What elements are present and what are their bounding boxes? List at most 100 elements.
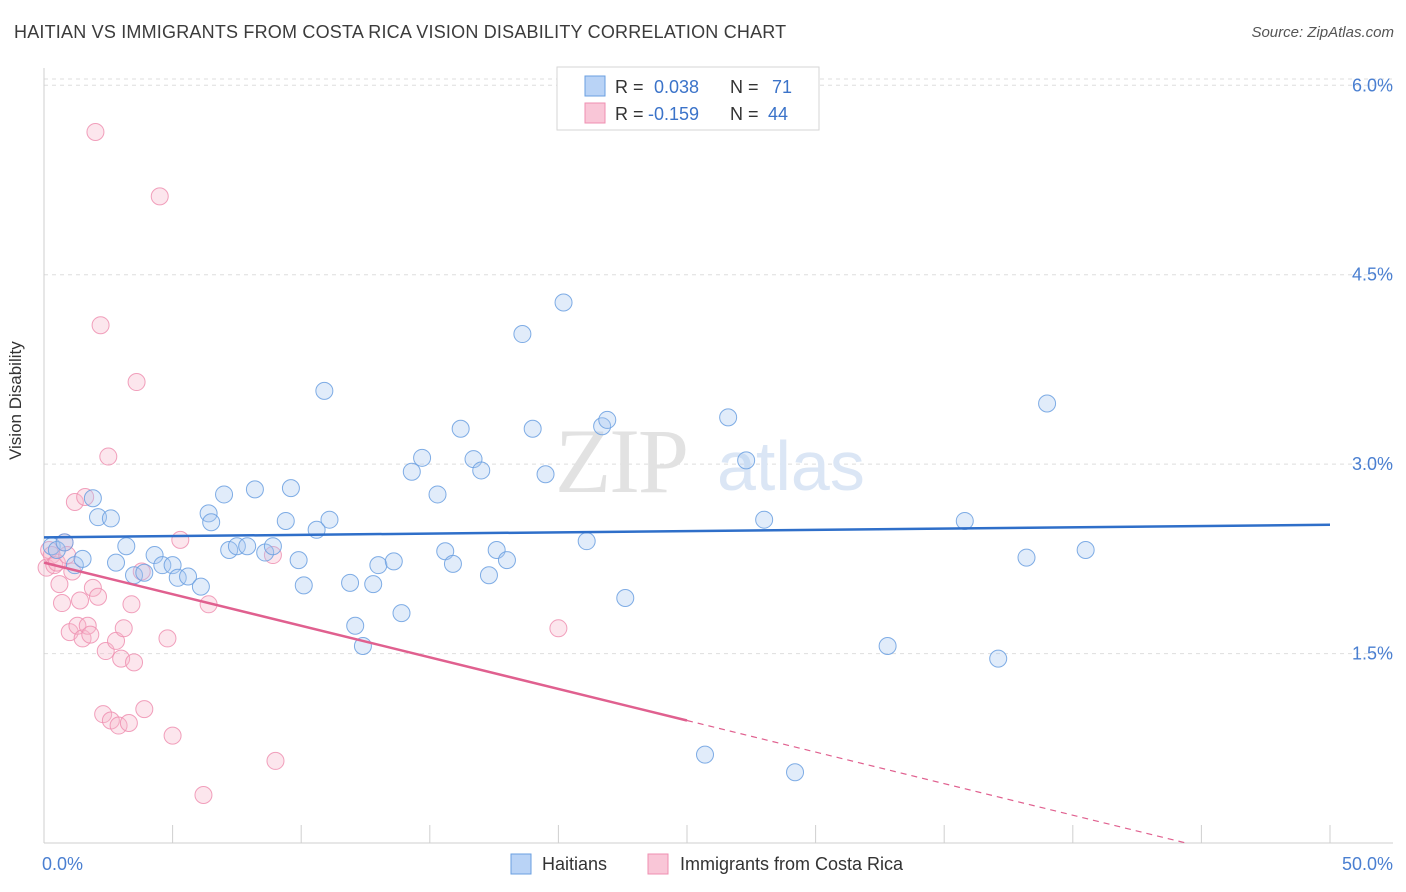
data-point [1076, 541, 1095, 560]
data-point [413, 448, 432, 467]
data-point [117, 537, 136, 556]
y-tick-label: 3.0% [1352, 454, 1393, 474]
data-point [245, 480, 264, 499]
data-point [616, 588, 635, 607]
watermark-atlas: atlas [717, 427, 865, 505]
data-point [194, 786, 213, 805]
legend-n-value-2: 44 [768, 104, 788, 124]
data-point [289, 551, 308, 570]
data-point [89, 587, 108, 606]
data-point [145, 546, 164, 565]
data-point [50, 575, 69, 594]
data-point [135, 700, 154, 719]
data-point [737, 451, 756, 470]
data-point [479, 566, 498, 585]
data-point [1017, 548, 1036, 567]
data-point [150, 187, 169, 206]
data-point [83, 489, 102, 508]
data-point [125, 653, 144, 672]
data-point [191, 577, 210, 596]
trend-lines [43, 523, 1331, 844]
data-point [497, 551, 516, 570]
legend-r-value-1: 0.038 [654, 77, 699, 97]
data-point [127, 373, 146, 392]
data-point [696, 745, 715, 764]
data-point [256, 543, 275, 562]
data-point [99, 447, 118, 466]
y-tick-label: 4.5% [1352, 265, 1393, 285]
data-point [73, 549, 92, 568]
watermark: ZIP atlas [555, 410, 865, 512]
data-point [536, 465, 555, 484]
data-point [472, 461, 491, 480]
data-point [107, 553, 126, 572]
gridlines [44, 78, 1393, 655]
series-costa-rica-points [37, 122, 568, 805]
data-point [341, 573, 360, 592]
data-point [577, 532, 596, 551]
trend-line-costa-rica-extension [686, 719, 1187, 844]
data-point [65, 493, 84, 512]
bottom-legend-swatch-costa-rica [647, 853, 669, 875]
data-point [320, 510, 339, 529]
data-point [266, 751, 285, 770]
data-point [227, 537, 246, 556]
data-point [94, 705, 113, 724]
y-tick-label: 1.5% [1352, 644, 1393, 664]
data-point [202, 513, 221, 532]
legend-n-label-1: N = [730, 77, 759, 97]
data-point [523, 419, 542, 438]
data-point [53, 594, 72, 613]
data-point [719, 408, 738, 427]
data-point [369, 556, 388, 575]
data-point [549, 619, 568, 638]
data-point [179, 567, 198, 586]
chart-source: Source: ZipAtlas.com [1251, 24, 1394, 41]
bottom-legend-label-haitians: Haitians [542, 854, 607, 874]
data-point [955, 511, 974, 530]
data-point [109, 716, 128, 735]
data-point [392, 604, 411, 623]
data-point [119, 714, 138, 733]
data-point [263, 537, 282, 556]
data-point [158, 629, 177, 648]
data-point [443, 554, 462, 573]
bottom-legend-swatch-haitians [510, 853, 532, 875]
legend-n-value-1: 71 [772, 77, 792, 97]
series-haitians-points [42, 293, 1095, 782]
data-point [989, 649, 1008, 668]
data-point [554, 293, 573, 312]
data-point [315, 381, 334, 400]
data-point [428, 485, 447, 504]
bottom-legend-label-costa-rica: Immigrants from Costa Rica [680, 854, 904, 874]
data-point [755, 510, 774, 529]
data-point [171, 530, 190, 549]
data-point [513, 325, 532, 344]
legend-n-label-2: N = [730, 104, 759, 124]
data-point [598, 410, 617, 429]
data-point [91, 316, 110, 335]
data-point [294, 576, 313, 595]
data-point [215, 485, 234, 504]
data-point [402, 462, 421, 481]
data-point [89, 508, 108, 527]
legend-r-label-2: R = [615, 104, 644, 124]
x-tick-label-max: 50.0% [1342, 854, 1393, 874]
legend-swatch-costa-rica [584, 102, 606, 124]
data-point [346, 616, 365, 635]
y-tick-labels: 1.5% 3.0% 4.5% 6.0% [1352, 75, 1393, 663]
data-point [83, 578, 102, 597]
trend-line-haitians [43, 523, 1331, 539]
data-point [384, 552, 403, 571]
chart-title: HAITIAN VS IMMIGRANTS FROM COSTA RICA VI… [14, 22, 787, 42]
axes [43, 68, 1393, 844]
data-point [86, 122, 105, 141]
data-point [1038, 394, 1057, 413]
data-point [76, 487, 95, 506]
data-point [114, 619, 133, 638]
data-point [276, 511, 295, 530]
data-point [71, 591, 90, 610]
data-point [101, 509, 120, 528]
data-point [364, 575, 383, 594]
